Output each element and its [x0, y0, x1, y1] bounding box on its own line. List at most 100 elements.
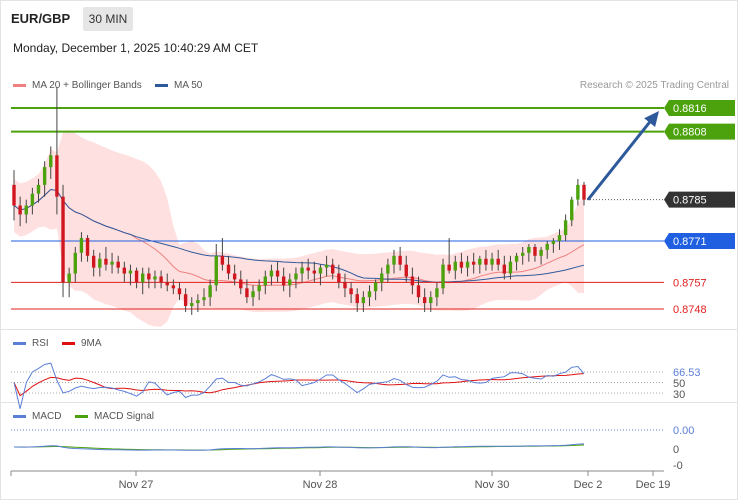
candle: [18, 196, 22, 227]
candle-body: [331, 264, 335, 274]
candle: [153, 270, 157, 289]
candle-body: [190, 303, 194, 307]
legend-ma20: MA 20 + Bollinger Bands: [13, 80, 142, 91]
candle-body: [551, 241, 556, 244]
candle-body: [239, 279, 243, 289]
candle-body: [337, 273, 341, 283]
rsi-ma-line: [13, 373, 585, 397]
time-axis-label: Nov 27: [119, 479, 154, 491]
candle: [459, 252, 464, 274]
candle-body: [459, 261, 464, 268]
candle: [465, 255, 470, 277]
candle: [367, 285, 372, 307]
candle-body: [18, 205, 22, 215]
candle: [404, 255, 408, 283]
candle: [355, 288, 359, 312]
candle-body: [245, 288, 249, 298]
time-axis-label: Nov 30: [475, 479, 510, 491]
candle: [557, 229, 562, 250]
macd-swatch: [13, 414, 26, 418]
candle: [159, 270, 163, 289]
candle: [245, 279, 249, 304]
candle: [527, 243, 531, 262]
candle-body: [177, 288, 182, 295]
price-label-0.8771: 0.8771: [664, 233, 735, 250]
candle: [306, 258, 310, 280]
bollinger-band: [14, 129, 584, 327]
ma50-line: [13, 188, 585, 283]
candle: [269, 264, 274, 286]
candle-body: [404, 264, 408, 277]
candle: [55, 87, 59, 215]
candle-body: [251, 291, 255, 298]
legend-rsi-ma-label: 9MA: [81, 338, 102, 349]
chart-datetime: Monday, December 1, 2025 10:40:29 AM CET: [13, 41, 259, 55]
candle: [429, 291, 433, 312]
candle: [447, 238, 451, 274]
candle: [220, 238, 225, 271]
rsi-value-label: 66.53: [673, 367, 701, 379]
candle: [392, 249, 396, 274]
candle-body: [275, 270, 280, 277]
candle: [312, 261, 317, 283]
candle-body: [576, 184, 580, 200]
candle: [177, 282, 182, 301]
time-axis-label: Dec 2: [574, 479, 603, 491]
candle-body: [502, 264, 507, 274]
candle: [349, 282, 353, 304]
candle: [36, 178, 41, 203]
candle-body: [85, 238, 90, 256]
candle: [61, 184, 65, 298]
candle: [288, 273, 292, 298]
candle: [232, 264, 237, 286]
candle: [576, 178, 580, 206]
candle-body: [98, 258, 102, 268]
candle: [380, 267, 384, 292]
candle: [361, 291, 366, 312]
candle: [104, 246, 108, 271]
candle-body: [153, 276, 157, 280]
candle-body: [67, 273, 71, 283]
candle-body: [269, 270, 274, 277]
timeframe-badge[interactable]: 30 MIN: [83, 7, 133, 31]
candle-body: [496, 258, 500, 265]
price-label-box: [664, 100, 735, 116]
legend-macd-signal-label: MACD Signal: [94, 411, 155, 422]
candle: [324, 255, 329, 277]
price-label-box: [664, 123, 735, 140]
candle: [110, 252, 114, 274]
candle: [91, 249, 96, 277]
macd-value-label: 0.00: [673, 425, 694, 437]
candle: [410, 267, 415, 295]
legend-macd-signal: MACD Signal: [75, 411, 154, 422]
price-label-0.8816: 0.8816: [664, 100, 735, 116]
candle: [147, 267, 151, 289]
candle: [435, 282, 439, 307]
candle: [441, 258, 445, 295]
candle: [171, 279, 176, 295]
candle: [165, 273, 169, 292]
projection-arrow-head: [644, 110, 659, 128]
price-label-text: 0.8808: [673, 127, 707, 139]
legend-ma20-label: MA 20 + Bollinger Bands: [32, 80, 142, 91]
candle: [300, 261, 304, 283]
candle: [490, 252, 494, 271]
candle: [24, 199, 28, 224]
candle-body: [508, 261, 513, 274]
candle: [73, 246, 77, 283]
candle-body: [465, 261, 470, 268]
candle: [128, 264, 133, 286]
candle: [337, 264, 341, 289]
candle: [183, 288, 188, 312]
candle-body: [281, 276, 286, 286]
candle: [85, 235, 90, 262]
candle-body: [361, 297, 366, 304]
price-label-text: 0.8785: [673, 195, 707, 207]
candle: [116, 255, 120, 274]
candle-body: [61, 196, 65, 283]
candle: [251, 285, 255, 307]
candle-body: [416, 285, 421, 298]
candle-body: [582, 184, 586, 200]
candle: [563, 214, 568, 242]
candle-body: [422, 297, 427, 304]
